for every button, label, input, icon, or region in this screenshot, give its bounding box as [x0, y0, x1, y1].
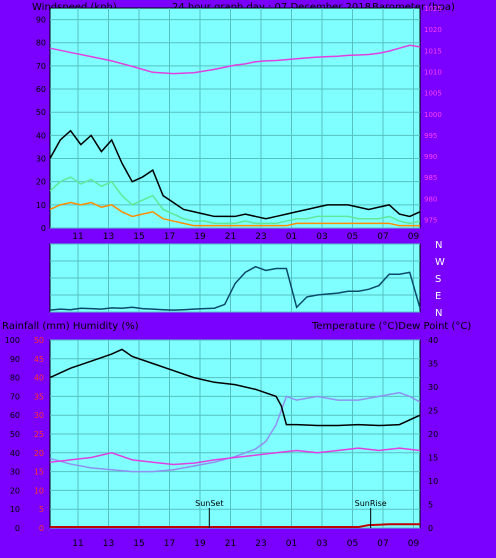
temp-x-tick-label: 13 [103, 539, 114, 549]
humidity-left-tick-label: 30 [10, 468, 20, 477]
temp-x-tick-label: 07 [377, 539, 388, 549]
temperature-dewpoint-axis-label: Temperature (°C)Dew Point (°C) [312, 321, 472, 332]
humidity-left-tick-label: 50 [10, 430, 20, 439]
temp-x-tick-label: 21 [225, 539, 236, 549]
compass-direction-label: E [435, 291, 441, 302]
temp-x-tick-label: 23 [255, 539, 266, 549]
wind-left-tick-label: 60 [36, 85, 46, 94]
wind-x-tick-label: 07 [377, 232, 388, 242]
temp-x-tick-label: 19 [194, 539, 206, 549]
wind-low-line [49, 201, 420, 227]
temperature-right-tick-label: 40 [428, 336, 438, 345]
rainfall-left-tick-label: 50 [34, 336, 44, 345]
humidity-left-tick-label: 60 [10, 411, 20, 420]
rainfall-left-tick-label: 10 [34, 486, 44, 495]
wind-left-tick-label: 50 [36, 108, 46, 117]
wind-left-tick-label: 10 [36, 201, 46, 210]
barometer-right-tick-label: 1025 [424, 5, 442, 13]
wind-x-tick-label: 01 [286, 232, 297, 242]
rainfall-line [50, 523, 420, 529]
rainfall-humidity-axis-label: Rainfall (mm) Humidity (%) [2, 321, 139, 332]
temperature-right-tick-label: 35 [428, 360, 438, 369]
compass-direction-label: S [435, 274, 441, 285]
wind-plot-area [49, 7, 421, 229]
wind-x-tick-label: 21 [225, 232, 236, 242]
wind-x-tick-label: 09 [408, 232, 420, 242]
sunrise-annotation: SunRise [355, 499, 387, 508]
humidity-line [49, 391, 421, 473]
barometer-right-tick-label: 1015 [424, 47, 442, 55]
wind-left-tick-label: 20 [36, 178, 46, 187]
temperature-right-tick-label: 30 [428, 383, 438, 392]
rainfall-left-tick-label: 0 [39, 524, 44, 533]
temperature-right-tick-label: 10 [428, 477, 438, 486]
wind-left-tick-label: 80 [36, 39, 46, 48]
humidity-left-tick-label: 100 [5, 336, 20, 345]
wind-direction-line [49, 265, 421, 311]
temp-x-tick-label: 01 [286, 539, 297, 549]
barometer-right-tick-label: 1005 [424, 90, 442, 98]
temp-x-tick-label: 05 [347, 539, 358, 549]
rainfall-left-tick-label: 25 [34, 430, 44, 439]
wind-left-tick-label: 70 [36, 62, 46, 71]
barometer-line [49, 44, 421, 75]
humidity-left-tick-label: 70 [10, 392, 20, 401]
barometer-right-tick-label: 1000 [424, 111, 442, 119]
wind-x-tick-label: 15 [133, 232, 144, 242]
rainfall-left-tick-label: 45 [34, 355, 44, 364]
rainfall-left-tick-label: 5 [39, 505, 44, 514]
temperature-line [49, 348, 421, 427]
wind-left-tick-label: 30 [36, 155, 46, 164]
temp-x-tick-label: 17 [164, 539, 175, 549]
rainfall-left-tick-label: 20 [34, 449, 44, 458]
temperature-right-tick-label: 20 [428, 430, 438, 439]
compass-direction-label: W [435, 257, 445, 268]
temperature-right-tick-label: 25 [428, 407, 438, 416]
sunset-annotation: SunSet [195, 499, 223, 508]
humidity-left-tick-label: 0 [15, 524, 20, 533]
barometer-right-tick-label: 975 [424, 217, 437, 225]
temp-x-tick-label: 15 [133, 539, 144, 549]
dew-point-line [49, 447, 421, 466]
humidity-left-tick-label: 10 [10, 505, 20, 514]
wind-left-tick-label: 40 [36, 131, 46, 140]
rainfall-left-tick-label: 40 [34, 374, 44, 383]
wind-x-tick-label: 05 [347, 232, 358, 242]
humidity-left-tick-label: 90 [10, 355, 20, 364]
wind-x-tick-label: 19 [194, 232, 206, 242]
temp-x-tick-label: 03 [316, 539, 327, 549]
rainfall-left-tick-label: 30 [34, 411, 44, 420]
humidity-left-tick-label: 80 [10, 374, 20, 383]
compass-direction-label: N [435, 240, 442, 251]
wind-x-tick-label: 17 [164, 232, 175, 242]
rainfall-left-tick-label: 35 [34, 392, 44, 401]
wind-x-tick-label: 11 [72, 232, 83, 242]
rainfall-left-tick-label: 15 [34, 468, 44, 477]
wind-left-tick-label: 0 [41, 224, 46, 233]
wind-x-tick-label: 13 [103, 232, 114, 242]
humidity-left-tick-label: 20 [10, 486, 20, 495]
wind-avg-line [49, 176, 421, 225]
temperature-right-tick-label: 5 [428, 501, 433, 510]
wind-x-tick-label: 23 [255, 232, 266, 242]
barometer-right-tick-label: 985 [424, 174, 437, 182]
barometer-right-tick-label: 1010 [424, 68, 442, 76]
barometer-right-tick-label: 980 [424, 195, 437, 203]
wind-x-tick-label: 03 [316, 232, 327, 242]
temp-x-tick-label: 09 [408, 539, 420, 549]
barometer-right-tick-label: 990 [424, 153, 437, 161]
barometer-right-tick-label: 1020 [424, 26, 442, 34]
compass-direction-label: N [435, 308, 442, 319]
humidity-left-tick-label: 40 [10, 449, 20, 458]
wind-gust-line [49, 129, 421, 220]
temperature-right-tick-label: 0 [428, 524, 433, 533]
temperature-right-tick-label: 15 [428, 454, 438, 463]
wind-left-tick-label: 90 [36, 16, 46, 25]
temp-x-tick-label: 11 [72, 539, 83, 549]
barometer-right-tick-label: 995 [424, 132, 437, 140]
